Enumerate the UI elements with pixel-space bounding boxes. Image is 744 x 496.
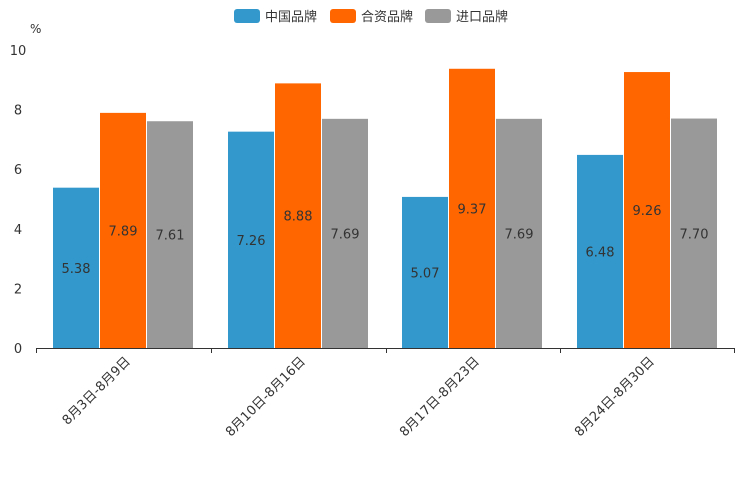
y-tick-label: 10 [10,44,27,59]
bar-2-4[interactable] [624,72,670,348]
x-tick-label: 8月3日-8月9日 [60,354,134,428]
bar-3-2[interactable] [322,118,368,348]
legend-swatch-1[interactable] [234,9,260,23]
legend-label-3[interactable]: 进口品牌 [456,9,508,25]
bar-2-2[interactable] [275,83,321,348]
bar-1-4[interactable] [577,154,623,348]
bar-2-3[interactable] [449,68,495,349]
bar-1-1[interactable] [53,187,99,348]
bar-3-1[interactable] [147,121,193,348]
bar-value-label: 9.26 [633,204,662,219]
y-tick-label: 8 [14,104,22,119]
bar-value-label: 8.88 [284,210,313,225]
bar-series [53,68,717,349]
bar-2-1[interactable] [100,112,146,349]
bar-1-3[interactable] [402,196,448,348]
x-axis: 8月3日-8月9日 8月10日-8月16日 8月17日-8月23日 8月24日-8月3… [36,348,735,440]
y-tick-label: 0 [14,342,22,357]
legend-label-1[interactable]: 中国品牌 [265,9,317,25]
bar-value-label: 7.61 [156,229,185,244]
bar-value-label: 7.89 [109,224,138,239]
legend: 中国品牌 合资品牌 进口品牌 [234,9,508,25]
legend-swatch-3[interactable] [425,9,451,23]
bar-value-label: 7.70 [680,227,709,242]
bar-value-label: 7.69 [331,227,360,242]
bar-value-label: 6.48 [586,245,615,260]
bar-data-labels: 5.38 7.89 7.61 7.26 8.88 7.69 5.07 9.37 7.69 6.48… [62,202,709,281]
bar-1-2[interactable] [228,131,274,348]
y-tick-label: 6 [14,163,22,178]
bar-value-label: 5.38 [62,262,91,277]
y-tick-label: 4 [14,223,22,238]
bar-value-label: 7.26 [237,234,266,249]
bar-3-4[interactable] [671,118,717,348]
legend-swatch-2[interactable] [330,9,356,23]
bar-value-label: 9.37 [458,202,487,217]
y-tick-label: 2 [14,282,22,297]
x-tick-label: 8月10日-8月16日 [223,354,309,440]
bar-value-label: 5.07 [411,266,440,281]
legend-label-2[interactable]: 合资品牌 [361,9,413,25]
bar-3-3[interactable] [496,118,542,348]
x-tick-label: 8月17日-8月23日 [397,354,483,440]
y-axis-unit-label: % [30,22,41,36]
y-axis: 0 2 4 6 8 10 [10,44,27,357]
bar-value-label: 7.69 [505,227,534,242]
x-tick-label: 8月24日-8月30日 [572,354,658,440]
